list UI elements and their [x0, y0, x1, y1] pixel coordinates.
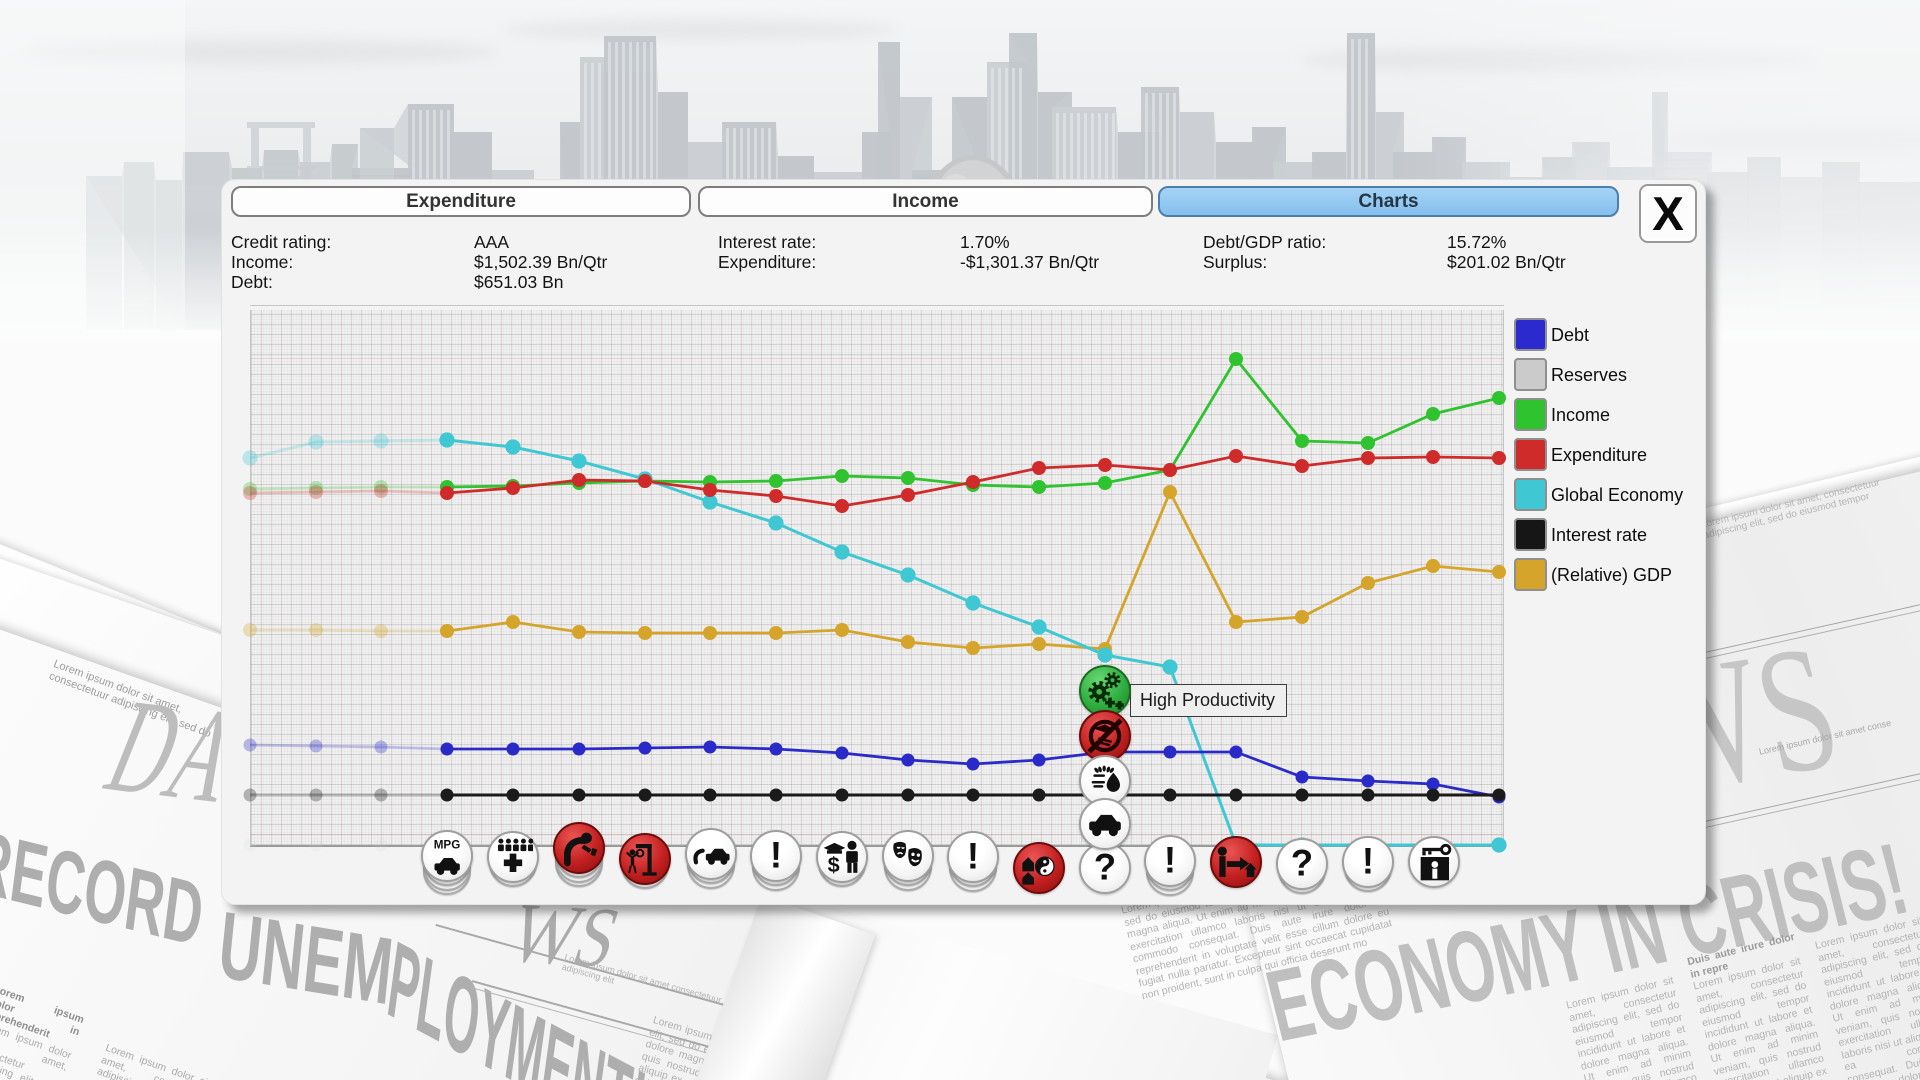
svg-text:!: ! — [1164, 841, 1176, 881]
svg-text:!: ! — [967, 837, 979, 877]
svg-text:?: ? — [1094, 848, 1116, 888]
svg-text:!: ! — [1362, 842, 1374, 882]
svg-text:MPG: MPG — [434, 839, 461, 852]
svg-text:!: ! — [770, 836, 782, 876]
svg-text:$: $ — [828, 852, 840, 877]
svg-text:?: ? — [1291, 844, 1313, 884]
